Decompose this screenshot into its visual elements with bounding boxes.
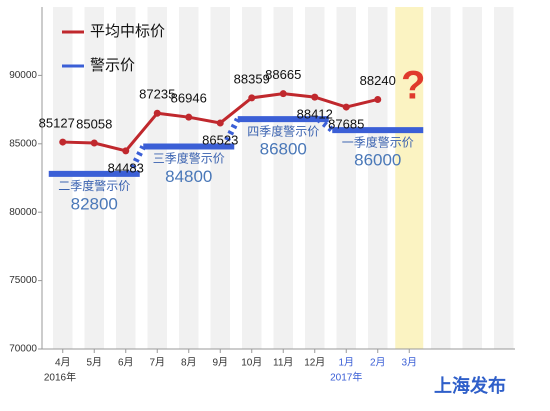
x-tick-label: 2月	[370, 357, 386, 369]
warning-connector	[126, 145, 146, 176]
data-label: 86523	[202, 132, 238, 147]
y-tick-label: 85000	[9, 138, 37, 149]
x-tick-label: 6月	[118, 357, 134, 369]
stripe	[368, 7, 388, 349]
point	[216, 119, 224, 127]
x-tick-label: 3月	[401, 357, 417, 369]
x-tick-label: 11月	[273, 357, 293, 369]
legend-label: 警示价	[90, 57, 135, 74]
point	[90, 139, 98, 147]
y-tick-label: 80000	[9, 207, 37, 218]
data-label: 87685	[328, 117, 364, 132]
data-label: 85058	[76, 116, 112, 131]
warning-value: 84800	[165, 167, 212, 186]
x-tick-label: 8月	[181, 357, 197, 369]
point	[185, 113, 193, 121]
stripe	[431, 7, 451, 349]
stripe	[273, 7, 293, 349]
data-label: 88240	[360, 73, 396, 88]
point	[153, 109, 161, 117]
warning-value: 82800	[71, 194, 118, 213]
stripe	[305, 7, 325, 349]
warning-name: 二季度警示价	[58, 178, 130, 193]
warning-value: 86800	[260, 140, 307, 159]
warning-connector	[221, 117, 241, 148]
data-label: 84483	[108, 160, 144, 175]
legend-label: 平均中标价	[90, 23, 165, 40]
data-label: 88412	[297, 107, 333, 122]
y-tick-label: 90000	[9, 70, 37, 81]
stripe	[84, 7, 104, 349]
point	[374, 95, 382, 103]
data-label: 87235	[139, 87, 175, 102]
x-tick-label: 4月	[55, 357, 71, 369]
stripe	[210, 7, 230, 349]
point	[248, 94, 256, 102]
x-tick-label: 10月	[241, 357, 262, 369]
annotation: ?	[401, 64, 425, 108]
warning-name: 一季度警示价	[342, 134, 414, 149]
stripe	[336, 7, 356, 349]
data-label: 88665	[265, 67, 301, 82]
highlight	[395, 7, 424, 349]
stripe	[179, 7, 199, 349]
warning-value: 86000	[354, 151, 401, 170]
year-label: 2017年	[330, 371, 362, 384]
stripe	[53, 7, 73, 349]
source: 上海发布	[434, 375, 506, 396]
x-tick-label: 7月	[149, 357, 165, 369]
y-tick-label: 70000	[9, 344, 37, 355]
warning-name: 三季度警示价	[153, 151, 225, 166]
y-tick-label: 75000	[9, 275, 37, 286]
x-tick-label: 5月	[86, 357, 102, 369]
data-label: 85127	[39, 116, 75, 131]
stripe	[242, 7, 262, 349]
data-label: 88359	[234, 71, 270, 86]
x-tick-label: 1月	[338, 357, 354, 369]
warning-name: 四季度警示价	[247, 123, 319, 138]
data-label: 86946	[171, 91, 207, 106]
x-tick-label: 9月	[212, 357, 228, 369]
stripe	[116, 7, 136, 349]
stripe	[462, 7, 482, 349]
point	[311, 93, 319, 101]
warning-connector	[316, 116, 335, 133]
year-label: 2016年	[44, 371, 76, 384]
point	[59, 138, 67, 146]
stripe	[147, 7, 167, 349]
stripe	[494, 7, 514, 349]
x-tick-label: 12月	[304, 357, 325, 369]
point	[279, 90, 287, 98]
point	[122, 147, 130, 155]
point	[342, 103, 350, 111]
